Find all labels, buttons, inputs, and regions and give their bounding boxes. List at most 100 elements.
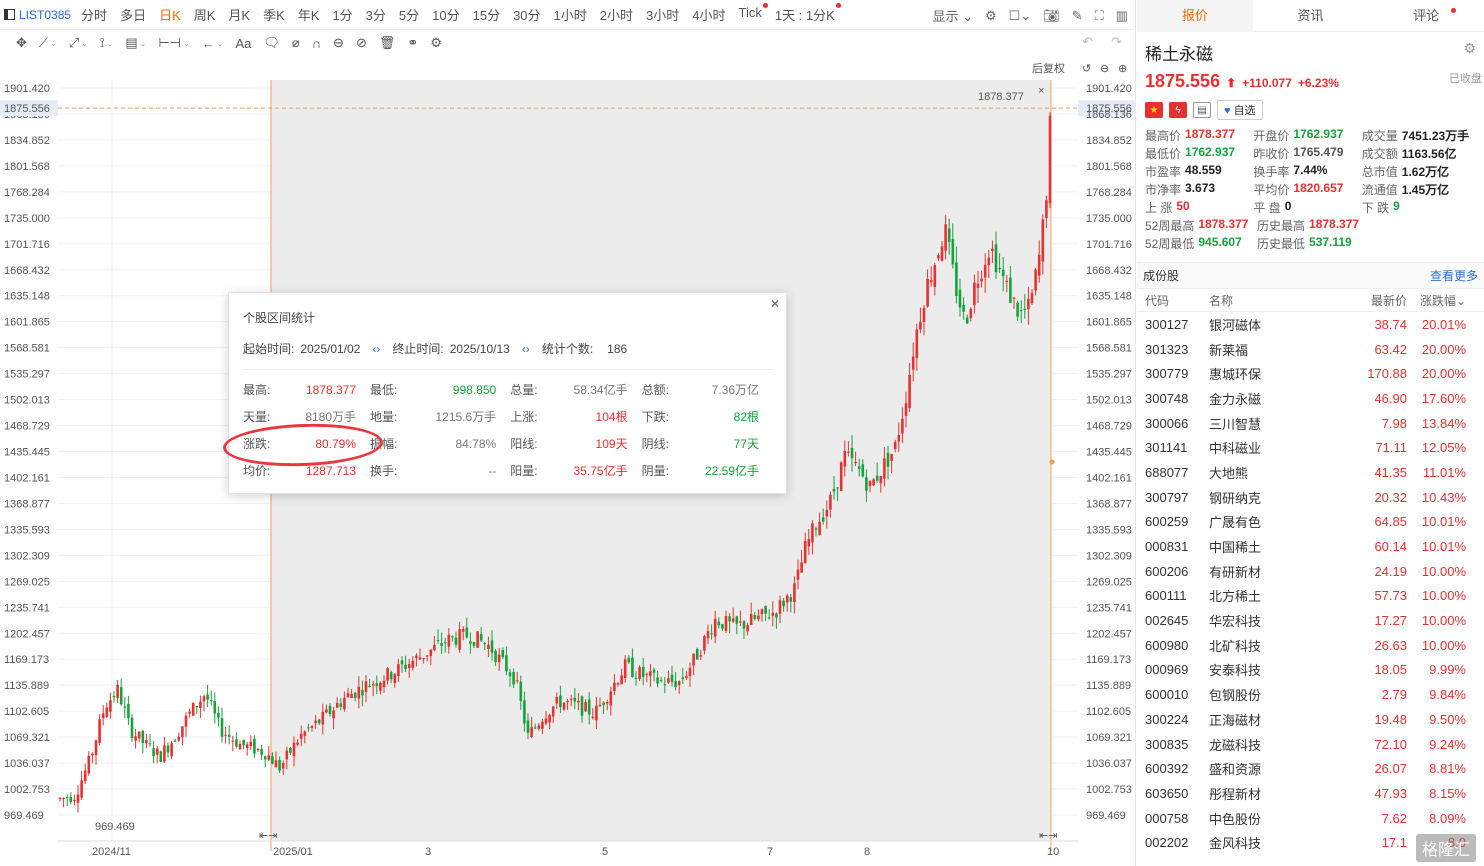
close-marker-icon[interactable]: × <box>1038 85 1044 97</box>
period-7[interactable]: 1分 <box>332 8 353 23</box>
col-change[interactable]: 涨跌幅⌄ <box>1419 293 1466 308</box>
fib-tool-icon[interactable]: ▤ ⌄ <box>125 35 147 50</box>
undo-icon[interactable]: ↶ <box>1082 34 1094 49</box>
period-3[interactable]: 周K <box>193 8 216 23</box>
end-date[interactable]: 2025/10/13 <box>449 341 510 356</box>
candle-body <box>181 726 184 738</box>
component-row[interactable]: 000831 中国稀土 60.14 10.01% <box>1137 534 1484 559</box>
period-9[interactable]: 5分 <box>398 8 420 23</box>
pen-icon[interactable]: ✎ <box>1071 7 1083 23</box>
period-18[interactable]: 1天 : 1分K <box>775 3 841 24</box>
reset-icon[interactable]: ↺ <box>1082 63 1091 75</box>
end-arrows-icon[interactable]: ‹› <box>521 341 530 356</box>
add-favorite-button[interactable]: ♥ 自选 <box>1217 100 1263 120</box>
line-tool-icon[interactable]: ⟋ ⌄ <box>38 35 57 50</box>
component-row[interactable]: 300748 金力永磁 46.90 17.60% <box>1137 386 1484 411</box>
range-anchor-dot[interactable] <box>1049 459 1055 465</box>
component-row[interactable]: 600980 北矿科技 26.63 10.00% <box>1137 633 1484 658</box>
component-row[interactable]: 002645 华宏科技 17.27 10.00% <box>1137 608 1484 633</box>
adjust-label[interactable]: 后复权 <box>1032 61 1065 75</box>
range-handle-icon[interactable]: ⇤⇥ <box>1039 830 1057 842</box>
period-14[interactable]: 2小时 <box>599 8 634 23</box>
lock-icon[interactable]: ⊖ <box>333 35 344 50</box>
layout-icon[interactable]: ☐⌄ <box>1008 7 1032 23</box>
close-icon[interactable]: ✕ <box>769 297 780 311</box>
see-more-link[interactable]: 查看更多 <box>1429 269 1478 283</box>
period-0[interactable]: 分时 <box>81 8 108 23</box>
period-2[interactable]: 日K <box>159 8 181 23</box>
symbol-code[interactable]: LIST0385 <box>4 8 71 22</box>
component-row[interactable]: 688077 大地熊 41.35 11.01% <box>1137 460 1484 485</box>
col-name[interactable]: 名称 <box>1209 293 1234 308</box>
measure-tool-icon[interactable]: ⊢⊣ ⌄ <box>158 35 190 50</box>
component-row[interactable]: 301141 中科磁业 71.11 12.05% <box>1137 435 1484 460</box>
period-11[interactable]: 15分 <box>472 8 501 23</box>
move-icon[interactable]: ✥ <box>16 35 27 50</box>
period-6[interactable]: 年K <box>297 8 320 23</box>
link-icon[interactable]: ⚭ <box>407 35 419 50</box>
sidebar-toggle-icon[interactable]: ▥ <box>1115 7 1128 23</box>
component-row[interactable]: 300835 龙磁科技 72.10 9.24% <box>1137 732 1484 757</box>
component-row[interactable]: 000758 中色股份 7.62 8.09% <box>1137 806 1484 831</box>
quote-cell: 成交量 7451.23万手 <box>1361 128 1470 143</box>
display-menu[interactable]: 显示 ⌄ <box>932 9 973 24</box>
component-row[interactable]: 600111 北方稀土 57.73 10.00% <box>1137 584 1484 609</box>
period-17[interactable]: Tick <box>738 3 768 24</box>
component-row[interactable]: 600392 盛和资源 26.07 8.81% <box>1137 756 1484 781</box>
document-icon[interactable]: ▤ <box>1193 102 1211 118</box>
fullscreen-icon[interactable]: ⛶ <box>1094 7 1104 23</box>
component-cell: 000969 <box>1145 662 1189 678</box>
start-date[interactable]: 2025/01/02 <box>300 341 361 356</box>
zoom-out-icon[interactable]: ⊖ <box>1100 63 1109 75</box>
component-row[interactable]: 600259 广晟有色 64.85 10.01% <box>1137 510 1484 535</box>
period-15[interactable]: 3小时 <box>646 8 680 23</box>
col-price[interactable]: 最新价 <box>1370 293 1407 308</box>
tab-comments[interactable]: 评论 <box>1368 0 1484 32</box>
period-8[interactable]: 3分 <box>365 8 386 23</box>
component-row[interactable]: 000969 安泰科技 18.05 9.99% <box>1137 658 1484 683</box>
candle-body <box>771 612 775 616</box>
settings-icon[interactable]: ⚙ <box>1463 40 1476 56</box>
candle-body <box>580 696 584 716</box>
gear-icon[interactable]: ⚙ <box>430 35 442 50</box>
period-1[interactable]: 多日 <box>120 8 147 23</box>
arrow-tool-icon[interactable]: ← ⌄ <box>201 35 224 51</box>
start-arrows-icon[interactable]: ‹› <box>372 341 381 356</box>
redo-icon[interactable]: ↷ <box>1111 34 1122 49</box>
lightning-icon[interactable]: ϟ <box>1169 102 1187 118</box>
period-16[interactable]: 4小时 <box>692 8 726 23</box>
polyline-tool-icon[interactable]: ⟟ ⌄ <box>99 35 114 50</box>
component-row[interactable]: 300224 正海磁材 19.48 9.50% <box>1137 707 1484 732</box>
magnet-icon[interactable]: ∩ <box>311 35 322 51</box>
range-handle-icon[interactable]: ⇤⇥ <box>259 830 277 842</box>
period-4[interactable]: 月K <box>228 8 251 23</box>
col-code[interactable]: 代码 <box>1145 293 1170 308</box>
camera-icon[interactable]: 📷︎ <box>1043 7 1060 23</box>
period-13[interactable]: 1小时 <box>553 8 587 23</box>
text-tool-icon[interactable]: Aa <box>235 35 252 51</box>
comment-tool-icon[interactable]: 🗨︎ <box>263 35 280 50</box>
eraser-icon[interactable]: ⌀ <box>291 35 300 50</box>
settings-icon[interactable]: ⚙ <box>984 7 997 23</box>
component-row[interactable]: 300797 钢研纳克 20.32 10.43% <box>1137 485 1484 510</box>
component-row[interactable]: 603650 彤程新材 47.93 8.15% <box>1137 781 1484 806</box>
tab-quote[interactable]: 报价 <box>1137 0 1253 32</box>
component-row[interactable]: 600206 有研新材 24.19 10.00% <box>1137 559 1484 584</box>
component-cell: 170.88 <box>1367 366 1407 382</box>
period-10[interactable]: 10分 <box>432 8 460 23</box>
component-row[interactable]: 301323 新莱福 63.42 20.00% <box>1137 337 1484 362</box>
component-row[interactable]: 300779 惠城环保 170.88 20.00% <box>1137 361 1484 386</box>
component-row[interactable]: 300066 三川智慧 7.98 13.84% <box>1137 411 1484 436</box>
zoom-in-icon[interactable]: ⊕ <box>1118 63 1127 75</box>
period-12[interactable]: 30分 <box>513 8 541 23</box>
component-cell: 60.14 <box>1374 539 1407 555</box>
candle-body <box>1012 297 1016 299</box>
period-5[interactable]: 季K <box>263 8 285 23</box>
tab-news[interactable]: 资讯 <box>1297 7 1324 23</box>
hide-icon[interactable]: ⊘ <box>355 35 367 50</box>
period-list: 分时 多日 日K 周K 月K 季K 年K 1分 3分 5分 10分 15分 30分 1小时 2小时 3小时 4小… <box>81 3 841 24</box>
delete-icon[interactable]: 🗑︎ <box>378 35 396 50</box>
ray-tool-icon[interactable]: ⤢ ⌄ <box>68 35 88 50</box>
component-row[interactable]: 300127 银河磁体 38.74 20.01% <box>1137 312 1484 337</box>
component-row[interactable]: 600010 包钢股份 2.79 9.84% <box>1137 682 1484 707</box>
